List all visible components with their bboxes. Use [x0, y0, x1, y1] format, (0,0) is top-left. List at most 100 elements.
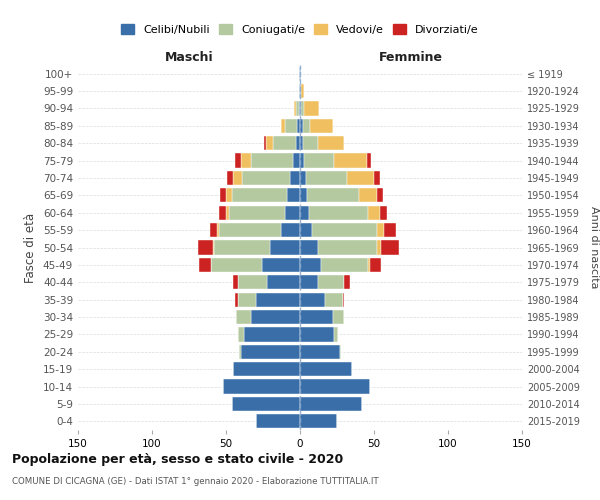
Bar — [368, 206, 380, 220]
Bar — [300, 380, 370, 394]
Bar — [285, 118, 297, 133]
Bar — [300, 258, 321, 272]
Bar — [385, 223, 396, 237]
Bar — [199, 258, 211, 272]
Bar — [300, 397, 362, 411]
Bar — [377, 240, 382, 254]
Text: Popolazione per età, sesso e stato civile - 2020: Popolazione per età, sesso e stato civil… — [12, 452, 343, 466]
Bar — [300, 362, 352, 376]
Bar — [300, 240, 318, 254]
Bar — [290, 171, 300, 185]
Bar — [334, 328, 338, 342]
Bar — [310, 118, 332, 133]
Bar — [274, 136, 296, 150]
Bar — [214, 240, 271, 254]
Bar — [266, 136, 274, 150]
Bar — [229, 206, 285, 220]
Bar — [271, 240, 300, 254]
Bar — [238, 328, 244, 342]
Bar — [340, 344, 341, 359]
Bar — [332, 310, 344, 324]
Bar — [281, 118, 285, 133]
Bar — [300, 118, 303, 133]
Bar — [377, 188, 383, 202]
Bar — [300, 66, 301, 81]
Bar — [368, 258, 370, 272]
Bar — [238, 275, 268, 289]
Bar — [343, 292, 344, 307]
Bar — [303, 118, 310, 133]
Bar — [300, 206, 309, 220]
Bar — [300, 275, 318, 289]
Bar — [300, 292, 325, 307]
Bar — [304, 154, 334, 168]
Bar — [235, 154, 241, 168]
Bar — [325, 292, 343, 307]
Bar — [235, 292, 238, 307]
Bar — [303, 136, 318, 150]
Bar — [242, 171, 290, 185]
Bar — [299, 84, 300, 98]
Bar — [232, 397, 300, 411]
Bar — [294, 102, 296, 116]
Bar — [251, 154, 293, 168]
Legend: Celibi/Nubili, Coniugati/e, Vedovi/e, Divorziati/e: Celibi/Nubili, Coniugati/e, Vedovi/e, Di… — [117, 20, 483, 39]
Bar — [304, 102, 319, 116]
Bar — [334, 154, 367, 168]
Bar — [268, 275, 300, 289]
Bar — [210, 223, 217, 237]
Bar — [293, 154, 300, 168]
Bar — [318, 136, 344, 150]
Bar — [300, 84, 301, 98]
Bar — [227, 171, 233, 185]
Bar — [300, 171, 306, 185]
Bar — [226, 206, 229, 220]
Bar — [382, 240, 399, 254]
Bar — [223, 380, 300, 394]
Bar — [380, 206, 388, 220]
Bar — [212, 240, 214, 254]
Bar — [211, 258, 262, 272]
Bar — [285, 206, 300, 220]
Bar — [300, 344, 340, 359]
Bar — [296, 136, 300, 150]
Bar — [198, 240, 212, 254]
Bar — [301, 84, 304, 98]
Bar — [233, 362, 300, 376]
Bar — [244, 328, 300, 342]
Bar — [297, 118, 300, 133]
Bar — [306, 171, 347, 185]
Bar — [377, 223, 385, 237]
Bar — [217, 223, 218, 237]
Bar — [307, 188, 359, 202]
Bar — [265, 136, 266, 150]
Bar — [312, 223, 377, 237]
Bar — [300, 328, 334, 342]
Bar — [374, 171, 380, 185]
Bar — [318, 275, 344, 289]
Bar — [236, 310, 251, 324]
Bar — [309, 206, 368, 220]
Bar — [300, 136, 303, 150]
Bar — [300, 102, 301, 116]
Bar — [301, 102, 304, 116]
Bar — [232, 188, 287, 202]
Bar — [347, 171, 374, 185]
Text: Maschi: Maschi — [164, 51, 214, 64]
Bar — [239, 344, 241, 359]
Bar — [300, 223, 312, 237]
Bar — [321, 258, 368, 272]
Bar — [233, 275, 238, 289]
Bar — [370, 258, 382, 272]
Bar — [238, 292, 256, 307]
Bar — [300, 414, 337, 428]
Bar — [344, 275, 350, 289]
Bar — [241, 154, 251, 168]
Bar — [256, 292, 300, 307]
Bar — [300, 188, 307, 202]
Bar — [300, 154, 304, 168]
Bar — [220, 188, 226, 202]
Bar — [251, 310, 300, 324]
Bar — [233, 171, 242, 185]
Bar — [218, 223, 281, 237]
